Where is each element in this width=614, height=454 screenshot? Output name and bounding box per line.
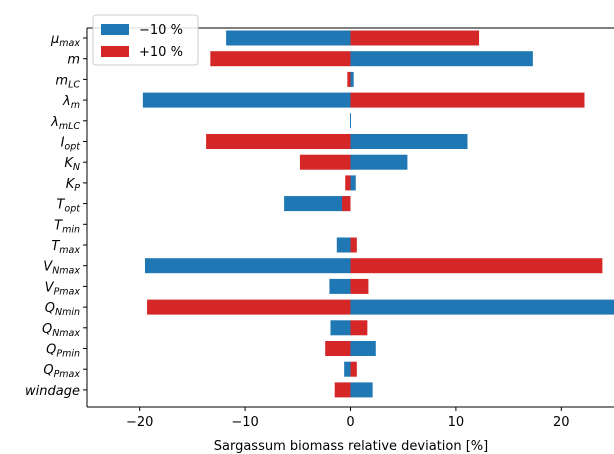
bar-minus10-5 (350, 134, 468, 149)
x-tick-label-3: 10 (448, 415, 465, 430)
x-tick-label-2: 0 (346, 415, 354, 430)
bar-minus10-8 (284, 196, 351, 212)
bar-plus10-8 (342, 196, 351, 212)
bar-plus10-7 (345, 175, 351, 191)
legend-swatch-1 (101, 46, 129, 57)
x-tick-label-4: 20 (553, 415, 570, 430)
bar-plus10-17 (334, 382, 351, 398)
bar-plus10-1 (210, 51, 351, 67)
bars-layer (142, 30, 614, 398)
y-tick-label-2: mLC (55, 73, 80, 90)
legend-label-1: +10 % (139, 45, 183, 60)
bar-minus10-10 (336, 237, 351, 253)
bar-minus10-16 (344, 361, 351, 377)
bar-plus10-2 (347, 71, 351, 87)
y-tick-label-6: KN (64, 156, 80, 173)
bar-minus10-3 (142, 92, 351, 108)
bar-minus10-6 (350, 154, 408, 170)
bar-minus10-2 (350, 71, 354, 87)
bar-minus10-7 (350, 175, 356, 191)
x-tick-label-1: −10 (231, 415, 258, 430)
y-tick-label-1: m (67, 53, 80, 68)
y-axis-labels: μmax m mLC λm λmLC Iopt KN KP Topt Tmin Tmax VNmax V… (25, 32, 87, 399)
y-tick-label-7: KP (66, 177, 81, 194)
y-tick-label-17: windage (25, 384, 80, 399)
y-tick-label-11: VNmax (43, 260, 80, 277)
bar-minus10-1 (350, 51, 533, 67)
bar-plus10-14 (350, 320, 368, 336)
bar-plus10-6 (299, 154, 351, 170)
bar-minus10-15 (350, 341, 376, 356)
legend: −10 % +10 % (92, 14, 199, 66)
y-tick-label-0: μmax (50, 32, 80, 49)
y-tick-label-13: QNmin (45, 301, 80, 318)
x-tick-label-0: −20 (126, 415, 153, 430)
y-tick-label-16: QPmax (43, 363, 80, 380)
legend-swatch-0 (101, 24, 129, 35)
bar-minus10-11 (144, 258, 351, 274)
bar-minus10-17 (350, 382, 373, 398)
bar-plus10-16 (350, 361, 357, 377)
y-tick-label-4: λmLC (50, 115, 80, 132)
x-axis-title: Sargassum biomass relative deviation [%] (214, 439, 488, 454)
bar-plus10-13 (147, 299, 351, 315)
y-tick-label-15: QPmin (46, 343, 80, 360)
y-tick-label-10: Tmax (51, 239, 80, 256)
bar-minus10-0 (226, 30, 351, 46)
bar-minus10-14 (330, 320, 351, 336)
bar-plus10-12 (350, 278, 369, 294)
y-tick-label-8: Topt (56, 198, 81, 215)
bar-plus10-0 (350, 30, 480, 46)
bar-plus10-10 (350, 237, 357, 253)
y-tick-label-12: VPmax (45, 280, 81, 297)
bar-plus10-11 (350, 258, 603, 274)
bar-plus10-3 (350, 92, 585, 108)
y-tick-label-3: λm (62, 94, 80, 111)
y-tick-label-9: Tmin (54, 218, 80, 235)
bar-minus10-13 (350, 299, 614, 315)
y-tick-label-5: Iopt (61, 136, 82, 153)
bar-minus10-12 (329, 278, 351, 294)
y-tick-label-14: QNmax (42, 322, 80, 339)
bar-plus10-15 (325, 341, 351, 356)
legend-label-0: −10 % (139, 23, 183, 38)
x-axis-ticks: −20 −10 0 10 20 (126, 407, 570, 430)
bar-plus10-5 (206, 134, 351, 149)
